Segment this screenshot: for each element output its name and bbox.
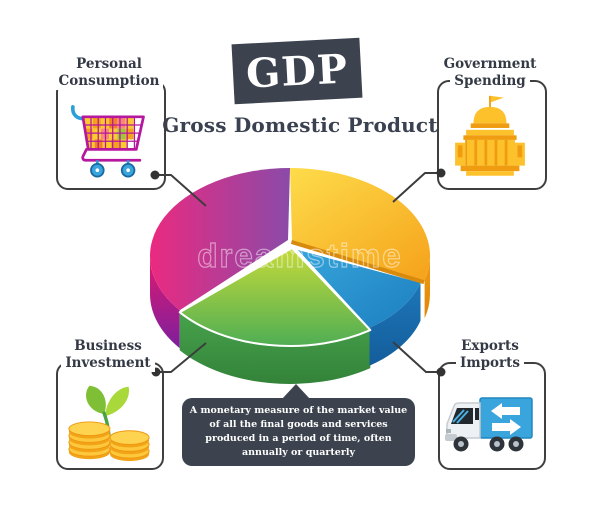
connector-personal-consumption [155, 174, 207, 207]
callout-label-government-spending: Government Spending [420, 56, 560, 90]
page-title: Gross Domestic Product [162, 113, 438, 137]
delivery-truck-icon [445, 397, 533, 452]
description-pointer [282, 384, 310, 399]
government-building-icon [455, 95, 525, 176]
label-line: Spending [450, 73, 530, 90]
callout-label-exports-imports: Exports Imports [420, 338, 560, 372]
label-line: Business [70, 338, 146, 355]
label-line: Investment [61, 355, 155, 372]
pie-slice-personal-consumption [149, 168, 290, 311]
pie-slices [149, 168, 431, 385]
connector-business-investment [156, 342, 207, 373]
pie-slice-government-spending [290, 168, 431, 281]
callout-label-personal-consumption: Personal Consumption [39, 56, 179, 90]
pie-slice-wall-personal-consumption [150, 256, 180, 349]
label-line: Imports [456, 355, 524, 372]
shopping-cart-icon [70, 105, 145, 178]
pie-slice-business-investment [178, 247, 372, 348]
pie-slice-wall-government-spending [424, 256, 431, 319]
connector-government-spending [392, 172, 441, 203]
label-line: Government [439, 56, 541, 73]
connector-lines [150, 168, 446, 377]
connector-dot [436, 168, 446, 178]
label-line: Consumption [54, 73, 164, 90]
connector-dot [150, 170, 160, 180]
coins-sprout-icon [68, 385, 150, 462]
description-box: A monetary measure of the market value o… [182, 398, 415, 466]
connector-exports-imports [392, 341, 441, 373]
connector-dot [436, 367, 446, 377]
pie-slice-wall-exports-imports [369, 282, 421, 366]
pie-slice-exports-imports [298, 250, 421, 328]
label-line: Exports [457, 338, 523, 355]
label-line: Personal [72, 56, 146, 73]
pie-slice-wall-business-investment [179, 312, 371, 385]
description-text: A monetary measure of the market value o… [189, 405, 408, 458]
callout-label-business-investment: Business Investment [38, 338, 178, 372]
